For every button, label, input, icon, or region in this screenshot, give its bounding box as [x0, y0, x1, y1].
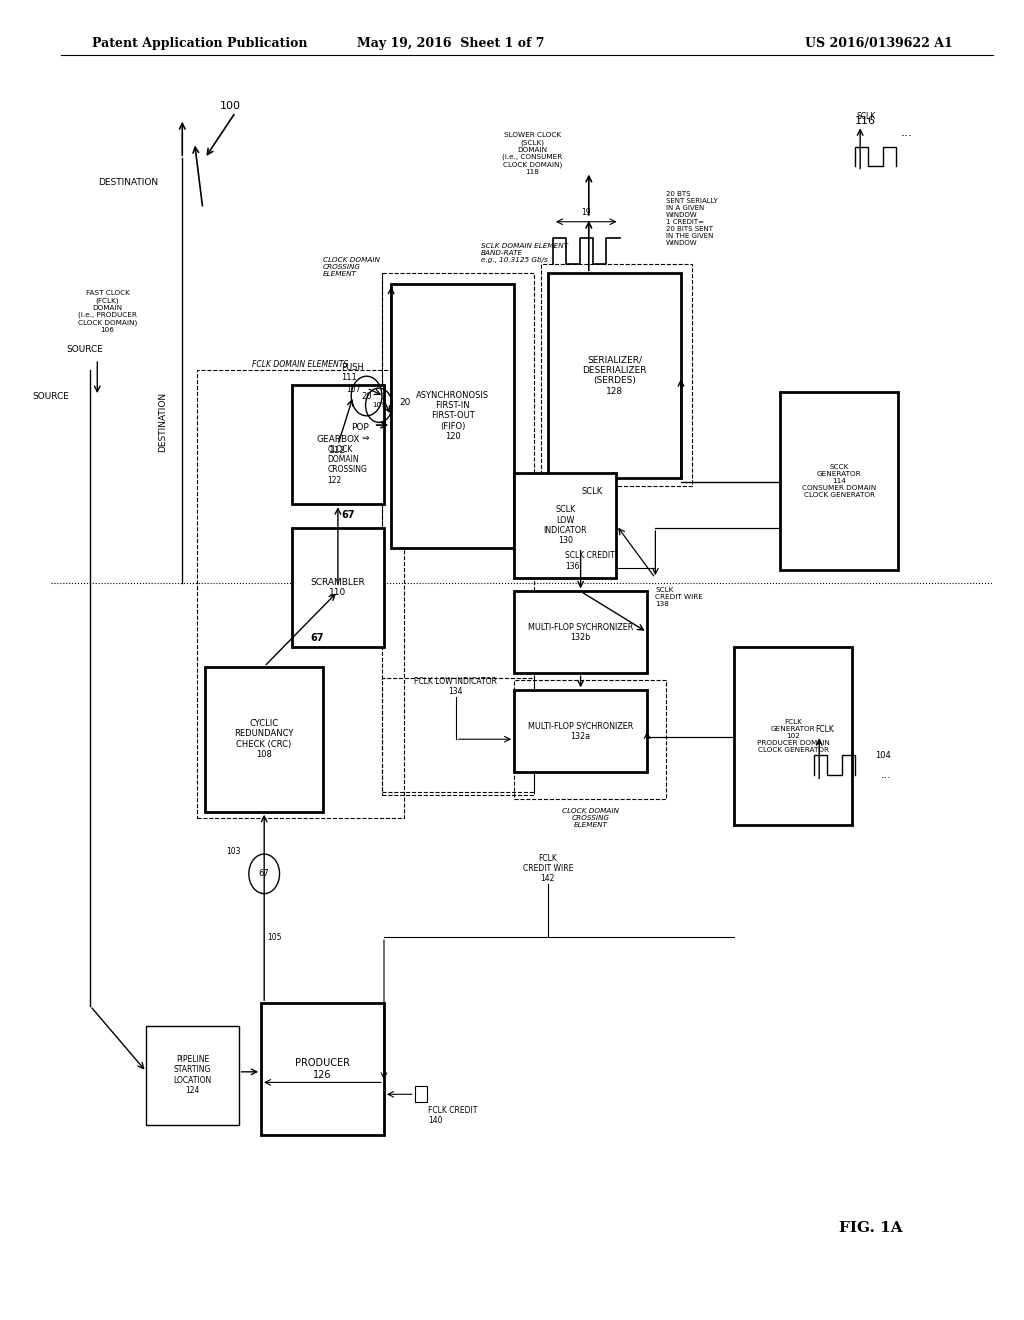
Bar — [541, 264, 692, 486]
Bar — [734, 647, 852, 825]
Text: 67: 67 — [341, 510, 355, 520]
Text: FAST CLOCK
(FCLK)
DOMAIN
(i.e., PRODUCER
CLOCK DOMAIN)
106: FAST CLOCK (FCLK) DOMAIN (i.e., PRODUCER… — [78, 290, 137, 333]
Text: FCLK LOW INDICATOR
134: FCLK LOW INDICATOR 134 — [415, 677, 497, 696]
Bar — [197, 370, 404, 818]
Text: GEARBOX
112: GEARBOX 112 — [316, 436, 359, 454]
Bar — [146, 1026, 239, 1125]
Bar — [780, 392, 898, 570]
Text: SLOWER CLOCK
(SCLK)
DOMAIN
(i.e., CONSUMER
CLOCK DOMAIN)
118: SLOWER CLOCK (SCLK) DOMAIN (i.e., CONSUM… — [503, 132, 562, 174]
Text: FCLK CREDIT
140: FCLK CREDIT 140 — [428, 1106, 477, 1125]
Text: 103: 103 — [226, 847, 241, 855]
Text: ASYNCHRONOSIS
FIRST-IN
FIRST-OUT
(FIFO)
120: ASYNCHRONOSIS FIRST-IN FIRST-OUT (FIFO) … — [416, 391, 489, 441]
Text: SCLK CREDIT
136: SCLK CREDIT 136 — [565, 552, 615, 570]
Text: 67: 67 — [310, 632, 325, 643]
Text: FCLK DOMAIN ELEMENTS: FCLK DOMAIN ELEMENTS — [252, 360, 348, 368]
Bar — [382, 678, 534, 795]
Text: DESTINATION: DESTINATION — [158, 392, 167, 453]
Text: 109: 109 — [372, 403, 386, 408]
Text: 104: 104 — [874, 751, 891, 759]
Text: PIPELINE
STARTING
LOCATION
124: PIPELINE STARTING LOCATION 124 — [173, 1055, 212, 1096]
Bar — [514, 591, 647, 673]
Text: SCRAMBLER
110: SCRAMBLER 110 — [310, 578, 366, 597]
Text: US 2016/0139622 A1: US 2016/0139622 A1 — [805, 37, 952, 50]
Text: SCLK DOMAIN ELEMENT
BAND-RATE
e.g., 10.3125 Gb/s: SCLK DOMAIN ELEMENT BAND-RATE e.g., 10.3… — [481, 243, 568, 264]
Bar — [548, 273, 681, 478]
Text: 116: 116 — [855, 116, 877, 127]
Text: CLOCK DOMAIN
CROSSING
ELEMENT: CLOCK DOMAIN CROSSING ELEMENT — [562, 808, 620, 828]
Text: FIG. 1A: FIG. 1A — [839, 1221, 902, 1234]
Text: DESTINATION: DESTINATION — [98, 178, 159, 186]
Text: SCLK: SCLK — [582, 487, 603, 495]
Text: FCLK
GENERATOR
102
PRODUCER DOMAIN
CLOCK GENERATOR: FCLK GENERATOR 102 PRODUCER DOMAIN CLOCK… — [757, 719, 829, 752]
Text: SOURCE: SOURCE — [33, 392, 70, 400]
Text: ...: ... — [881, 770, 891, 780]
Bar — [261, 1003, 384, 1135]
Text: MULTI-FLOP SYCHRONIZER
132b: MULTI-FLOP SYCHRONIZER 132b — [528, 623, 633, 642]
Text: 100: 100 — [220, 100, 242, 111]
Text: May 19, 2016  Sheet 1 of 7: May 19, 2016 Sheet 1 of 7 — [356, 37, 545, 50]
Text: 107: 107 — [346, 385, 360, 393]
Text: SCLK: SCLK — [856, 112, 876, 120]
Text: CLOCK
DOMAIN
CROSSING
122: CLOCK DOMAIN CROSSING 122 — [328, 445, 368, 484]
Bar — [292, 528, 384, 647]
Text: SERIALIZER/
DESERIALIZER
(SERDES)
128: SERIALIZER/ DESERIALIZER (SERDES) 128 — [583, 355, 646, 396]
Text: ...: ... — [900, 125, 912, 139]
Text: CLOCK DOMAIN
CROSSING
ELEMENT: CLOCK DOMAIN CROSSING ELEMENT — [323, 256, 380, 277]
Text: 20: 20 — [399, 399, 412, 407]
Text: POP
⇒: POP ⇒ — [351, 424, 369, 442]
Text: MULTI-FLOP SYCHRONIZER
132a: MULTI-FLOP SYCHRONIZER 132a — [528, 722, 633, 741]
Text: FCLK
CREDIT WIRE
142: FCLK CREDIT WIRE 142 — [522, 854, 573, 883]
Text: 20 BTS
SENT SERIALLY
IN A GIVEN
WINDOW
1 CREDIT=
20 BITS SENT
IN THE GIVEN
WINDO: 20 BTS SENT SERIALLY IN A GIVEN WINDOW 1… — [666, 191, 718, 247]
Bar — [415, 1086, 427, 1102]
Text: SCLK
LOW
INDICATOR
130: SCLK LOW INDICATOR 130 — [544, 506, 587, 545]
Bar — [391, 284, 514, 548]
Text: SCCK
GENERATOR
114
CONSUMER DOMAIN
CLOCK GENERATOR: SCCK GENERATOR 114 CONSUMER DOMAIN CLOCK… — [802, 465, 877, 498]
Bar — [205, 667, 323, 812]
Bar — [514, 473, 616, 578]
Bar — [382, 273, 534, 792]
Bar — [514, 690, 647, 772]
Text: Patent Application Publication: Patent Application Publication — [92, 37, 307, 50]
Text: PUSH
111: PUSH 111 — [341, 363, 364, 381]
Bar — [292, 385, 384, 504]
Text: PRODUCER
126: PRODUCER 126 — [295, 1059, 350, 1080]
Bar — [514, 680, 666, 799]
Text: CYCLIC
REDUNDANCY
CHECK (CRC)
108: CYCLIC REDUNDANCY CHECK (CRC) 108 — [234, 719, 293, 759]
Text: 20: 20 — [361, 392, 372, 400]
Text: 19: 19 — [581, 209, 591, 216]
Text: SCLK
CREDIT WIRE
138: SCLK CREDIT WIRE 138 — [655, 586, 703, 607]
Text: SOURCE: SOURCE — [67, 346, 103, 354]
Text: FCLK: FCLK — [815, 726, 834, 734]
Text: 67: 67 — [259, 870, 269, 878]
Text: 105: 105 — [267, 933, 282, 941]
